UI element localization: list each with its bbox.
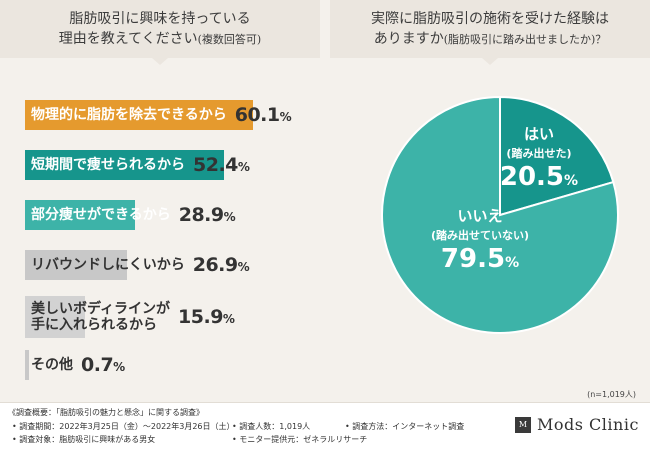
logo-name: Mods Clinic: [537, 415, 639, 434]
bar-value-label: 28.9%: [178, 204, 236, 226]
bar-item: リバウンドしにくいから 26.9%: [25, 250, 250, 280]
bar-item: 短期間で痩せられるから 52.4%: [25, 150, 250, 180]
bar-category-label: 物理的に脂肪を除去できるから: [25, 107, 227, 123]
bar-chart-title: 脂肪吸引に興味を持っている 理由を教えてください(複数回答可): [0, 0, 320, 65]
bar-category-line: 短期間で痩せられるから: [31, 157, 185, 173]
bar-item: 部分痩せができるから 28.9%: [25, 200, 236, 230]
pie-slice-label: はい: [524, 125, 554, 143]
bar-value-label: 15.9%: [178, 306, 235, 328]
bar-title-line2: 理由を教えてください: [58, 30, 198, 47]
bar-category-label: リバウンドしにくいから: [25, 257, 185, 273]
survey-period: • 調査期間：2022年3月25日（金）〜2022年3月26日（土）: [12, 422, 235, 431]
bar-item: 物理的に脂肪を除去できるから 60.1%: [25, 100, 292, 130]
bar-value-number: 0.7: [81, 354, 114, 376]
pie-slice-value: 20.5%: [500, 162, 578, 192]
bar-value-unit: %: [237, 160, 250, 174]
pie-slice-sublabel: (踏み出せていない): [431, 228, 529, 242]
bar-value-number: 15.9: [178, 306, 223, 328]
bar-value-unit: %: [113, 360, 125, 374]
survey-method: • 調査方法：インターネット調査: [345, 422, 465, 431]
bar-fill: [25, 350, 29, 380]
pie-title-line2: ありますか: [373, 30, 444, 47]
clinic-logo: M Mods Clinic: [515, 415, 639, 434]
bar-category-line: 部分痩せができるから: [31, 207, 171, 223]
bar-category-line: リバウンドしにくいから: [31, 257, 185, 273]
pie-title-note: (脂肪吸引に踏み出せましたか)？: [443, 32, 607, 46]
pie-slice-unit: %: [505, 255, 519, 271]
logo-mark-icon: M: [515, 416, 531, 433]
bar-value-unit: %: [237, 260, 250, 274]
bar-value-unit: %: [279, 110, 292, 124]
pie-slice-unit: %: [564, 173, 578, 189]
pie-chart: はい(踏み出せた)20.5%いいえ(踏み出せていない)79.5%: [381, 95, 619, 334]
bar-value-number: 52.4: [193, 154, 238, 176]
bar-category-line: 美しいボディラインが: [31, 301, 171, 317]
bar-category-line: 手に入れられるから: [31, 317, 157, 333]
bar-item: 美しいボディラインが 手に入れられるから 15.9%: [25, 296, 235, 338]
bar-fill: [25, 200, 135, 230]
bar-value-unit: %: [222, 312, 235, 326]
bar-fill: [25, 296, 86, 338]
bar-title-line1: 脂肪吸引に興味を持っている: [69, 10, 251, 27]
bar-category-label: 部分痩せができるから: [25, 207, 171, 223]
pie-slice-sublabel: (踏み出せた): [506, 146, 571, 160]
bar-category-label: 美しいボディラインが 手に入れられるから: [25, 301, 170, 333]
pie-slice-label: いいえ: [457, 207, 502, 225]
bar-value-unit: %: [223, 210, 236, 224]
bar-value-number: 26.9: [192, 254, 238, 276]
survey-summary: 《調査概要：「脂肪吸引の魅力と懸念」に関する調査》: [8, 408, 204, 417]
bar-value-label: 26.9%: [192, 254, 250, 276]
bar-value-label: 0.7%: [81, 354, 125, 376]
pie-slice: [381, 95, 619, 334]
bar-category-line: 物理的に脂肪を除去できるから: [31, 107, 227, 123]
bar-item: その他 0.7%: [25, 350, 125, 380]
survey-footer: 《調査概要：「脂肪吸引の魅力と懸念」に関する調査》 • 調査期間：2022年3月…: [0, 402, 650, 451]
pie-slice: [499, 95, 615, 217]
bar-value-number: 28.9: [178, 204, 224, 226]
bar-value-label: 60.1%: [234, 104, 292, 126]
pie-title-line1: 実際に脂肪吸引の施術を受けた経験は: [371, 10, 609, 27]
bar-value-number: 60.1: [234, 104, 280, 126]
bar-fill: [25, 250, 128, 280]
bar-category-line: その他: [31, 357, 73, 373]
bar-title-note: (複数回答可): [197, 32, 262, 46]
bar-fill: [25, 150, 225, 180]
survey-count: • 調査人数：1,019人: [232, 422, 311, 431]
survey-provider: • モニター提供元：ゼネラルリサーチ: [232, 435, 368, 444]
bar-chart: 物理的に脂肪を除去できるから 60.1% 短期間で痩せられるから 52.4% 部分痩せが…: [0, 0, 330, 400]
sample-size-label: (n=1,019人): [587, 390, 636, 399]
pie-chart-title: 実際に脂肪吸引の施術を受けた経験は ありますか(脂肪吸引に踏み出せましたか)？: [330, 0, 650, 65]
bar-fill: [25, 100, 254, 130]
bar-value-label: 52.4%: [193, 154, 250, 176]
bar-category-label: 短期間で痩せられるから: [25, 157, 185, 173]
bar-category-label: その他: [25, 357, 73, 373]
survey-target: • 調査対象：脂肪吸引に興味がある男女: [12, 435, 156, 444]
